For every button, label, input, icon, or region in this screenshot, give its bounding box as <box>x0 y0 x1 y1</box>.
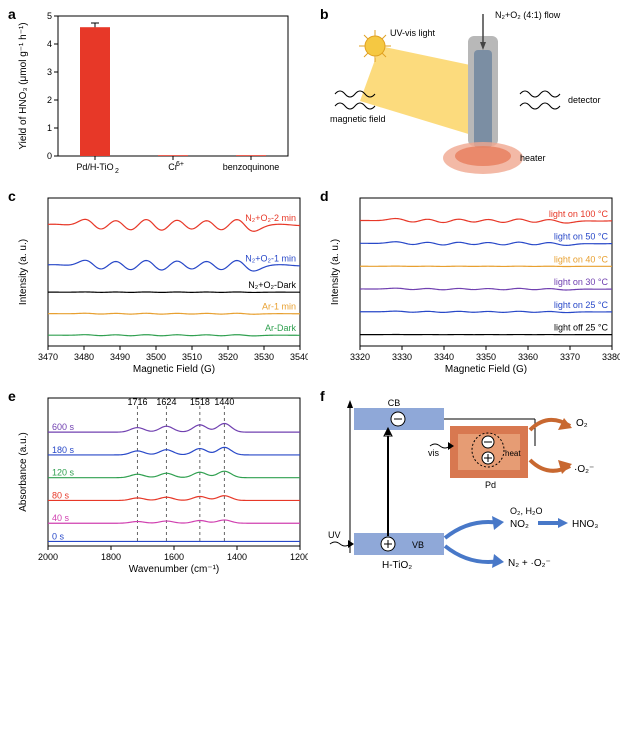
svg-text:1716: 1716 <box>127 397 147 407</box>
svg-text:light on 50 °C: light on 50 °C <box>554 232 609 242</box>
svg-text:3480: 3480 <box>74 352 94 362</box>
svg-text:light on 25 °C: light on 25 °C <box>554 300 609 310</box>
svg-text:Wavenumber (cm⁻¹): Wavenumber (cm⁻¹) <box>129 564 219 575</box>
svg-text:40 s: 40 s <box>52 513 70 523</box>
svg-text:1518: 1518 <box>190 397 210 407</box>
svg-text:0: 0 <box>47 151 52 161</box>
svg-text:1800: 1800 <box>101 552 121 562</box>
svg-text:2: 2 <box>115 168 119 175</box>
svg-text:light on 100 °C: light on 100 °C <box>549 209 609 219</box>
svg-text:3530: 3530 <box>254 352 274 362</box>
svg-text:3370: 3370 <box>560 352 580 362</box>
svg-text:benzoquinone: benzoquinone <box>223 162 280 172</box>
svg-text:1400: 1400 <box>227 552 247 562</box>
svg-text:6+: 6+ <box>176 161 184 168</box>
magnetic-field-label: magnetic field <box>330 114 386 124</box>
panel-c-label: c <box>8 188 16 204</box>
svg-text:Yield of HNO₃ (μmol g⁻¹ h⁻¹): Yield of HNO₃ (μmol g⁻¹ h⁻¹) <box>18 22 29 149</box>
pd-label: Pd <box>485 480 496 490</box>
panel-f-label: f <box>320 388 325 404</box>
panel-d-epr: d 3320 3330 3340 3350 3360 3370 3380 Magnetic F… <box>320 188 620 378</box>
cb-label: CB <box>388 398 401 408</box>
o2-h2o-label: O₂, H₂O <box>510 506 543 516</box>
svg-text:1200: 1200 <box>290 552 308 562</box>
svg-text:1440: 1440 <box>214 397 234 407</box>
panel-f-mechanism: f CB heat Pd vis O₂ ·O₂⁻ VB <box>320 388 620 583</box>
o2-label: O₂ <box>576 418 588 429</box>
svg-text:3330: 3330 <box>392 352 412 362</box>
svg-text:600 s: 600 s <box>52 422 75 432</box>
o2-rad-label: ·O₂⁻ <box>574 464 594 475</box>
hno3-label: HNO₃ <box>572 519 598 530</box>
svg-text:80 s: 80 s <box>52 490 70 500</box>
vb-label: VB <box>412 540 424 550</box>
panel-f-svg: CB heat Pd vis O₂ ·O₂⁻ VB UV <box>320 388 620 583</box>
svg-text:3350: 3350 <box>476 352 496 362</box>
no2-label: NO₂ <box>510 519 529 530</box>
panel-e-svg: 1200 1400 1600 1800 2000 Wavenumber (cm⁻¹) Abs… <box>8 388 308 583</box>
panel-c-epr: c 3470 3480 3490 3500 3510 3520 3530 3540 Magnet… <box>8 188 308 378</box>
svg-text:light on 30 °C: light on 30 °C <box>554 277 609 287</box>
panel-d-label: d <box>320 188 329 204</box>
svg-text:3470: 3470 <box>38 352 58 362</box>
panel-b-schematic: b UV-vis light N₂+O₂ (4:1) flow heater m… <box>320 6 620 181</box>
svg-text:3: 3 <box>47 67 52 77</box>
svg-text:3520: 3520 <box>218 352 238 362</box>
svg-text:N₂+O₂-1 min: N₂+O₂-1 min <box>245 253 296 263</box>
uv-label: UV <box>328 530 341 540</box>
htio2-label: H-TiO₂ <box>382 560 412 571</box>
svg-text:3360: 3360 <box>518 352 538 362</box>
n2-o2-label: N₂ + ·O₂⁻ <box>508 558 551 569</box>
svg-text:Absorbance (a.u.): Absorbance (a.u.) <box>18 432 29 512</box>
detector-label: detector <box>568 95 601 105</box>
svg-text:1624: 1624 <box>156 397 176 407</box>
svg-text:Magnetic Field (G): Magnetic Field (G) <box>133 364 215 375</box>
svg-text:3340: 3340 <box>434 352 454 362</box>
vis-label: vis <box>428 448 439 458</box>
panel-e-ftir: e 1200 1400 1600 1800 2000 Wavenumber (cm⁻¹) A… <box>8 388 308 583</box>
svg-text:1: 1 <box>47 123 52 133</box>
svg-text:light off 25 °C: light off 25 °C <box>554 323 608 333</box>
gas-flow-label: N₂+O₂ (4:1) flow <box>495 10 561 20</box>
svg-text:1600: 1600 <box>164 552 184 562</box>
svg-text:0 s: 0 s <box>52 531 65 541</box>
svg-text:Ar-1 min: Ar-1 min <box>262 302 296 312</box>
panel-b-label: b <box>320 6 329 22</box>
svg-text:2: 2 <box>47 95 52 105</box>
svg-text:4: 4 <box>47 39 52 49</box>
svg-text:Ar-Dark: Ar-Dark <box>265 323 296 333</box>
panel-c-svg: 3470 3480 3490 3500 3510 3520 3530 3540 Magnetic… <box>8 188 308 378</box>
svg-text:Pd/H-TiO: Pd/H-TiO <box>76 162 113 172</box>
panel-b-svg: UV-vis light N₂+O₂ (4:1) flow heater mag… <box>320 6 620 181</box>
svg-text:3380: 3380 <box>602 352 620 362</box>
svg-text:N₂+O₂-Dark: N₂+O₂-Dark <box>248 280 296 290</box>
panel-a-bar-chart: a 0 1 2 3 4 5 Pd/H-TiO2 Cr6+ benzoquinon… <box>8 6 308 181</box>
svg-text:3490: 3490 <box>110 352 130 362</box>
panel-a-svg: 0 1 2 3 4 5 Pd/H-TiO2 Cr6+ benzoquinone … <box>8 6 308 181</box>
svg-text:180 s: 180 s <box>52 445 75 455</box>
svg-text:2000: 2000 <box>38 552 58 562</box>
panel-d-svg: 3320 3330 3340 3350 3360 3370 3380 Magnetic Fie… <box>320 188 620 378</box>
svg-text:Intensity (a. u.): Intensity (a. u.) <box>18 239 29 305</box>
svg-text:Intensity (a. u.): Intensity (a. u.) <box>330 239 341 305</box>
svg-text:3540: 3540 <box>290 352 308 362</box>
panel-e-label: e <box>8 388 16 404</box>
svg-text:N₂+O₂-2 min: N₂+O₂-2 min <box>245 213 296 223</box>
svg-text:3500: 3500 <box>146 352 166 362</box>
svg-text:light on 40 °C: light on 40 °C <box>554 254 609 264</box>
svg-text:5: 5 <box>47 11 52 21</box>
svg-text:Magnetic Field (G): Magnetic Field (G) <box>445 364 527 375</box>
svg-text:3510: 3510 <box>182 352 202 362</box>
svg-text:120 s: 120 s <box>52 468 75 478</box>
heat-label: heat <box>505 449 521 458</box>
panel-a-label: a <box>8 6 16 22</box>
heater-label: heater <box>520 153 546 163</box>
svg-text:3320: 3320 <box>350 352 370 362</box>
uv-vis-label: UV-vis light <box>390 28 436 38</box>
